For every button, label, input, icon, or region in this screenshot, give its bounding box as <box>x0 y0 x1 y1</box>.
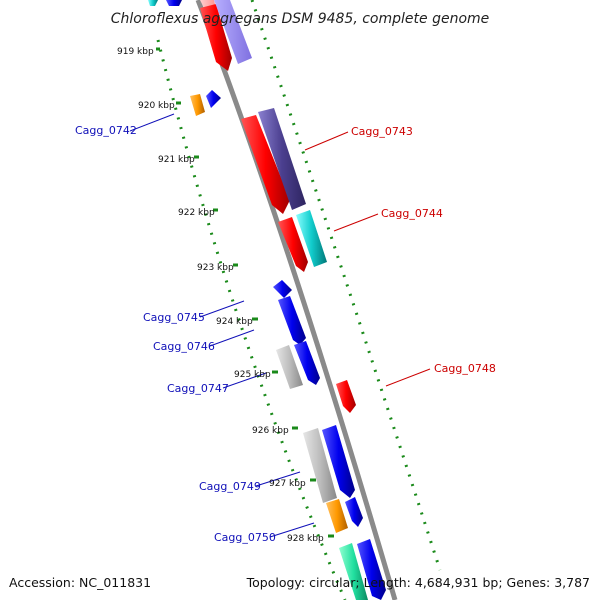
gene-label-cagg-0745[interactable]: Cagg_0745 <box>143 311 205 324</box>
gene-label-cagg-0750[interactable]: Cagg_0750 <box>214 531 276 544</box>
gene-arrow-cagg-0743-red <box>241 115 290 214</box>
kbp-label: 925 kbp <box>234 370 271 380</box>
gene-label-cagg-0749[interactable]: Cagg_0749 <box>199 480 261 493</box>
kbp-label: 924 kbp <box>216 317 253 327</box>
kbp-label: 928 kbp <box>287 534 324 544</box>
gene-label-cagg-0747[interactable]: Cagg_0747 <box>167 382 229 395</box>
gene-arrow-cagg-0749-blue <box>322 425 355 498</box>
gene-arrow-cagg-0746 <box>278 296 306 345</box>
kbp-labels: 919 kbp 920 kbp 921 kbp 922 kbp 923 kbp … <box>117 47 324 544</box>
gene-arrow-top-cyan <box>148 0 158 6</box>
gene-labels: Cagg_0742 Cagg_0743 Cagg_0744 Cagg_0745 … <box>75 124 496 544</box>
kbp-label: 922 kbp <box>178 208 215 218</box>
gene-arrow-bottom-blue <box>357 539 386 600</box>
gene-label-cagg-0744[interactable]: Cagg_0744 <box>381 207 443 220</box>
kbp-label: 920 kbp <box>138 101 175 111</box>
gene-arrow-top-red <box>200 4 232 71</box>
kbp-label: 923 kbp <box>197 263 234 273</box>
gene-arrow-cagg-0744-red <box>278 217 308 272</box>
gene-label-cagg-0743[interactable]: Cagg_0743 <box>351 125 413 138</box>
gene-arrow-cagg-0750-blue <box>345 497 363 527</box>
gene-arrow-cagg-0747-gray <box>276 345 303 389</box>
gene-arrow-cagg-0747-blue <box>294 341 320 385</box>
accession-text: Accession: NC_011831 <box>9 575 151 590</box>
gene-arrow-cagg-0744-cyan <box>296 210 327 267</box>
gene-arrow-cagg-0748 <box>336 380 356 413</box>
gene-arrow-cagg-0742 <box>190 94 205 116</box>
gene-arrow-cagg-0745 <box>273 280 292 298</box>
gene-arrow-top-lavender <box>214 0 252 64</box>
gene-label-cagg-0746[interactable]: Cagg_0746 <box>153 340 215 353</box>
genome-title: Chloroflexus aggregans DSM 9485, complet… <box>111 11 490 27</box>
gene-arrow-blue-920 <box>206 90 221 108</box>
gene-arrow-cagg-0749-gray <box>303 428 337 503</box>
kbp-major-ticks <box>156 47 334 538</box>
inner-tick-track <box>250 0 442 571</box>
kbp-label: 927 kbp <box>269 479 306 489</box>
gene-label-cagg-0742[interactable]: Cagg_0742 <box>75 124 137 137</box>
kbp-label: 926 kbp <box>252 426 289 436</box>
genome-backbone <box>195 0 398 600</box>
gene-arrow-cagg-0750-orange <box>326 499 348 533</box>
label-connectors <box>129 113 431 538</box>
kbp-label: 921 kbp <box>158 155 195 165</box>
gene-arrow-cagg-0743-purple <box>258 108 306 210</box>
genome-summary-text: Topology: circular; Length: 4,684,931 bp… <box>246 575 590 590</box>
kbp-label: 919 kbp <box>117 47 154 57</box>
gene-arrow-top-blue <box>166 0 182 6</box>
gene-label-cagg-0748[interactable]: Cagg_0748 <box>434 362 496 375</box>
gene-arrows <box>148 0 386 600</box>
gene-arrow-bottom-teal <box>339 543 368 600</box>
